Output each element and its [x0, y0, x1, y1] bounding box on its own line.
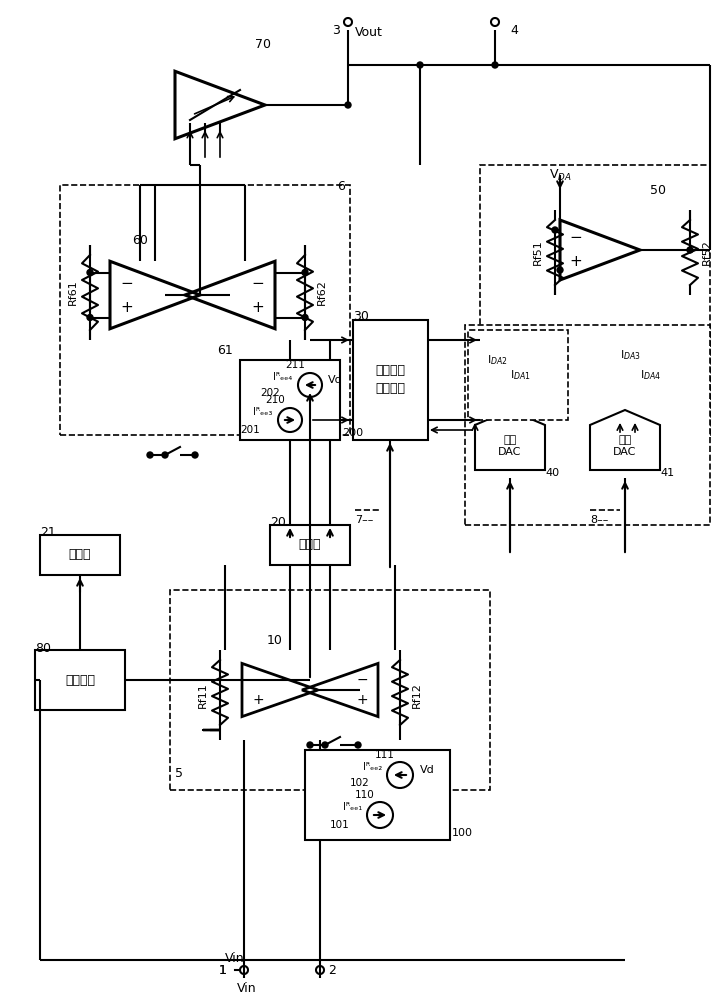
Text: −: − [121, 275, 133, 290]
Text: 210: 210 [265, 395, 285, 405]
Circle shape [192, 452, 198, 458]
Circle shape [345, 102, 351, 108]
Text: 40: 40 [545, 468, 559, 478]
Text: 61: 61 [217, 344, 233, 357]
Text: Rf52: Rf52 [702, 240, 712, 265]
Bar [240, 360, 340, 440]
Bar [40, 535, 120, 575]
Text: Iᴿₑₑ₃: Iᴿₑₑ₃ [253, 407, 272, 417]
Circle shape [162, 452, 168, 458]
Text: 1: 1 [219, 964, 227, 976]
Text: V$_{DA}$: V$_{DA}$ [549, 167, 571, 183]
Text: 110: 110 [355, 790, 375, 800]
Text: Rf62: Rf62 [317, 280, 327, 305]
Text: 101: 101 [330, 820, 350, 830]
Text: 1: 1 [219, 964, 227, 976]
Text: Vd: Vd [328, 375, 342, 385]
Text: −: − [570, 231, 582, 245]
Text: 隔离器: 隔离器 [69, 548, 91, 562]
Text: DAC: DAC [498, 447, 522, 457]
Text: +: + [121, 300, 133, 314]
Text: 隔离器: 隔离器 [299, 538, 321, 552]
Circle shape [492, 62, 498, 68]
Text: Iᴿₑₑ₁: Iᴿₑₑ₁ [342, 802, 362, 812]
Circle shape [147, 452, 153, 458]
Text: 10: 10 [267, 634, 283, 647]
Bar [35, 650, 125, 710]
Bar [305, 750, 450, 840]
Text: I$_{DA2}$: I$_{DA2}$ [487, 353, 508, 367]
Text: Vin: Vin [237, 982, 257, 994]
Text: Rf11: Rf11 [198, 682, 208, 708]
Text: 20: 20 [270, 516, 286, 530]
Circle shape [355, 742, 361, 748]
Text: 放大电路: 放大电路 [375, 381, 405, 394]
Circle shape [557, 267, 563, 273]
Text: 50: 50 [650, 184, 666, 196]
Text: −: − [252, 275, 264, 290]
Text: 41: 41 [660, 468, 674, 478]
Text: 211: 211 [285, 360, 305, 370]
Text: −: − [252, 673, 264, 687]
Bar [170, 590, 490, 790]
Circle shape [307, 742, 313, 748]
Text: I$_{DA3}$: I$_{DA3}$ [620, 348, 641, 362]
Text: 111: 111 [375, 750, 395, 760]
Text: 控制电路: 控制电路 [65, 674, 95, 686]
Text: −: − [356, 673, 368, 687]
Text: 70: 70 [255, 38, 271, 51]
Text: 5: 5 [175, 767, 183, 780]
Text: Iᴿₑₑ₂: Iᴿₑₑ₂ [363, 762, 382, 772]
Bar [468, 330, 568, 420]
Circle shape [87, 314, 93, 320]
Circle shape [302, 314, 308, 320]
Text: Rf61: Rf61 [68, 280, 78, 305]
Text: 电流: 电流 [503, 435, 517, 445]
Text: 4: 4 [510, 23, 518, 36]
Text: 6: 6 [337, 180, 345, 193]
Text: 电流: 电流 [618, 435, 631, 445]
Text: 102: 102 [350, 778, 370, 788]
Text: 100: 100 [452, 828, 473, 838]
Text: Vout: Vout [355, 25, 383, 38]
Circle shape [322, 742, 328, 748]
Text: +: + [570, 254, 582, 269]
Text: +: + [252, 693, 264, 707]
Text: 30: 30 [353, 310, 369, 324]
Text: Vd: Vd [420, 765, 434, 775]
Text: Vin: Vin [225, 952, 245, 964]
Text: 可变增益: 可变增益 [375, 363, 405, 376]
Text: +: + [252, 300, 264, 314]
Bar [270, 525, 350, 565]
Text: 2: 2 [328, 964, 336, 976]
Text: 7––: 7–– [355, 515, 374, 525]
Circle shape [417, 62, 423, 68]
Text: 3: 3 [332, 23, 340, 36]
Circle shape [87, 269, 93, 275]
Circle shape [302, 269, 308, 275]
Text: 200: 200 [342, 428, 363, 438]
Text: Rf51: Rf51 [533, 240, 543, 265]
Text: 201: 201 [240, 425, 260, 435]
Text: 8––: 8–– [590, 515, 608, 525]
Circle shape [552, 227, 558, 233]
Text: 60: 60 [132, 233, 148, 246]
Circle shape [687, 247, 693, 253]
Bar [465, 325, 710, 525]
Text: +: + [356, 693, 368, 707]
Text: Iᴿₑₑ₄: Iᴿₑₑ₄ [273, 372, 292, 382]
Text: Rf12: Rf12 [412, 682, 422, 708]
Text: I$_{DA1}$: I$_{DA1}$ [510, 368, 531, 382]
Bar [480, 165, 710, 435]
Bar [353, 320, 427, 440]
Text: I$_{DA4}$: I$_{DA4}$ [640, 368, 661, 382]
Text: DAC: DAC [613, 447, 636, 457]
Text: 202: 202 [260, 388, 280, 398]
Text: 80: 80 [35, 642, 51, 654]
Text: 21: 21 [40, 526, 56, 540]
Bar [60, 185, 350, 435]
